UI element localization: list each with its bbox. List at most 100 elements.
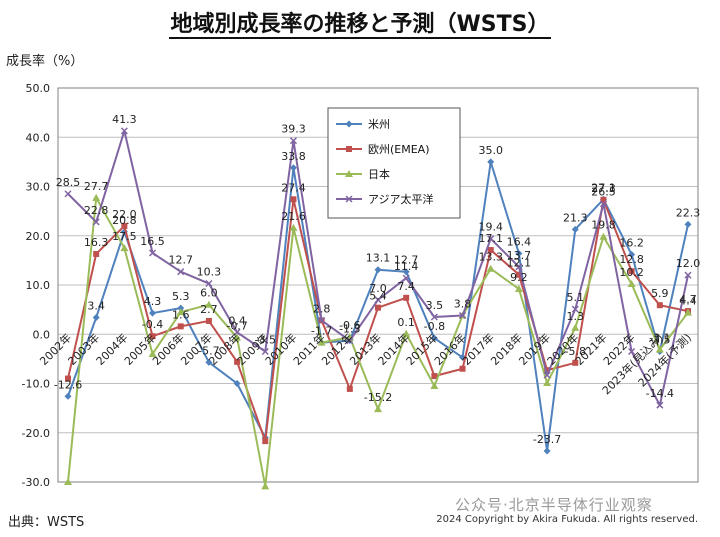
legend-item: 日本: [336, 167, 390, 181]
data-point: [233, 328, 241, 336]
data-label: -0.6: [339, 319, 360, 332]
data-label: 3.5: [426, 299, 444, 312]
y-tick-labels: 50.0 40.0 30.0 20.0 10.0 0.0 -10.0 -20.0 -30.0: [22, 82, 50, 489]
data-point: [487, 247, 494, 254]
data-label: -5.7: [198, 344, 219, 357]
legend-item: 欧州(EMEA): [336, 143, 430, 156]
data-point: [571, 225, 579, 233]
data-label: 39.3: [281, 123, 306, 136]
data-point: [402, 268, 410, 276]
legend-marker: [346, 146, 352, 152]
plot-border: [57, 87, 699, 483]
data-point: [92, 314, 100, 322]
data-point: [459, 365, 466, 372]
data-label: 16.2: [619, 236, 644, 249]
data-point: [346, 337, 354, 345]
legend-label: 日本: [368, 167, 390, 181]
data-point: [487, 158, 495, 166]
x-tick-labels: 2002年2003年2004年2005年2006年2007年2008年2009年…: [37, 330, 694, 397]
data-point: [120, 127, 128, 135]
data-label: 1.3: [567, 310, 585, 323]
data-label: 13.7: [507, 249, 532, 262]
data-label: 35.0: [478, 144, 503, 157]
data-point: [656, 401, 664, 409]
data-label: -1.3: [339, 323, 360, 336]
data-label: 12.7: [394, 254, 419, 267]
data-label: 1.6: [172, 308, 190, 321]
legend-label: 欧州(EMEA): [368, 143, 430, 156]
data-label: 27.7: [84, 180, 109, 193]
data-label: 11.4: [394, 260, 419, 273]
data-point: [374, 296, 382, 304]
data-point: [233, 333, 242, 341]
data-label: -3.5: [649, 333, 670, 346]
data-label: 26.5: [591, 186, 616, 199]
data-point: [628, 347, 636, 356]
chart-title-text: 地域別成長率の推移と予測（WSTS）: [168, 12, 552, 39]
data-label: -14.4: [646, 387, 674, 400]
legend-item: アジア太平洋: [336, 192, 434, 206]
legend-label: アジア太平洋: [368, 192, 434, 206]
data-point: [64, 190, 72, 198]
data-point: [92, 218, 100, 226]
chart-title: 地域別成長率の推移と予測（WSTS）: [0, 6, 720, 39]
data-label: 6.0: [200, 287, 218, 300]
data-point: [656, 302, 663, 309]
legend-marker: [345, 170, 353, 177]
data-point: [289, 137, 297, 145]
data-label: 16.4: [507, 235, 532, 248]
data-label: 20.8: [112, 214, 137, 227]
y-tick-label: 20.0: [26, 230, 51, 243]
data-label: -3.5: [255, 333, 276, 346]
data-point: [515, 263, 523, 271]
data-label: 22.0: [112, 208, 137, 221]
data-point: [64, 392, 72, 400]
data-label: 41.3: [112, 113, 137, 126]
data-point: [543, 379, 552, 387]
data-label: 21.6: [281, 210, 306, 223]
data-label: 21.3: [563, 211, 588, 224]
data-point: [684, 271, 692, 279]
data-label: 5.1: [567, 291, 585, 304]
y-tick-label: -20.0: [22, 427, 50, 440]
data-label: 0.4: [228, 314, 246, 327]
data-label: 10.2: [619, 266, 644, 279]
data-label: 12.0: [676, 257, 701, 270]
data-label: -0.4: [142, 318, 163, 331]
series-layer: [64, 127, 692, 490]
y-tick-label: 30.0: [26, 181, 51, 194]
legend-marker: [345, 120, 353, 128]
data-label: -23.7: [533, 433, 561, 446]
series-4: [64, 127, 692, 409]
data-point: [403, 294, 410, 301]
data-point: [571, 305, 579, 313]
legend-label: 米州: [368, 118, 390, 131]
data-point: [402, 329, 411, 337]
data-point: [599, 232, 608, 240]
data-label: 27.3: [591, 182, 616, 195]
y-axis-label: 成長率（%）: [6, 54, 84, 69]
data-label: 19.8: [591, 219, 616, 232]
data-point: [459, 312, 467, 320]
data-label: 16.5: [140, 235, 165, 248]
y-tick-label: -10.0: [22, 378, 50, 391]
data-point: [92, 193, 101, 201]
y-tick-label: 0.0: [33, 328, 51, 341]
legend-item: 米州: [336, 118, 390, 131]
data-label: 4.7: [679, 293, 697, 306]
data-point: [515, 249, 523, 257]
data-point: [430, 381, 439, 389]
data-label: -15.2: [364, 391, 392, 404]
data-label: 0.1: [397, 316, 415, 329]
data-point: [261, 347, 269, 356]
data-label: 4.4: [679, 295, 697, 308]
data-point: [571, 323, 580, 331]
series-1: [64, 158, 692, 455]
data-point: [655, 345, 664, 353]
data-point: [543, 447, 551, 455]
data-label: 5.9: [651, 287, 669, 300]
data-point: [177, 323, 184, 330]
data-labels: -12.63.420.84.3 5.3-5.733.8-1.7 -1.313.1 12…: [54, 113, 700, 446]
data-point: [121, 222, 128, 229]
data-point: [346, 385, 353, 392]
